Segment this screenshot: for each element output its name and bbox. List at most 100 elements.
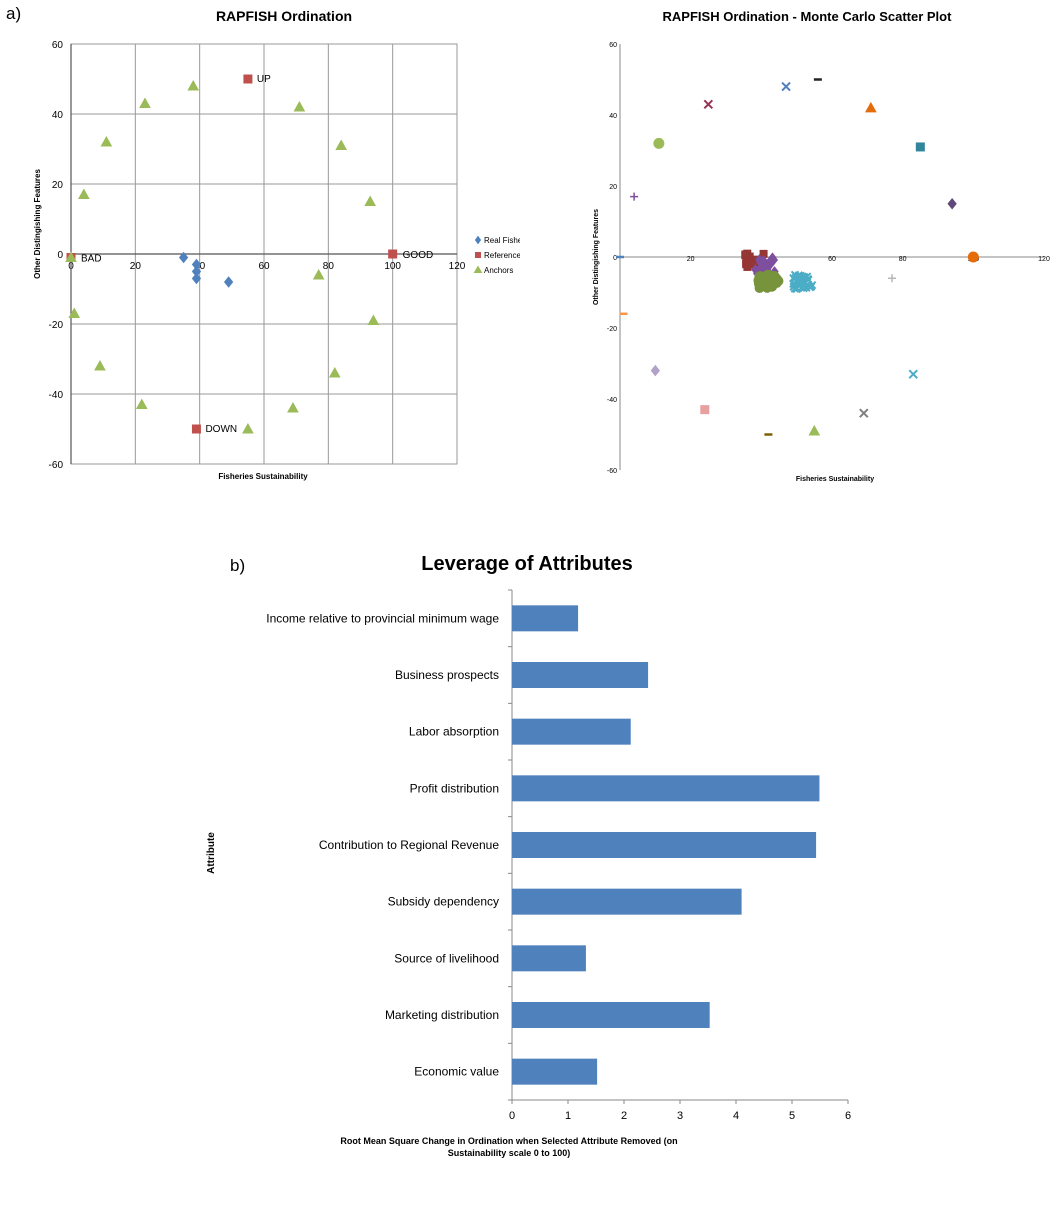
- y-tick-label: 20: [609, 184, 617, 191]
- x-axis-label: Root Mean Square Change in Ordination wh…: [340, 1136, 677, 1158]
- data-point-triangle: [367, 314, 380, 325]
- data-point-square: [388, 249, 398, 259]
- leverage-bar-chart: 0 1 2 3 4 5 6 Income relative to provincial min…: [206, 553, 851, 1158]
- mc-point-circle: [653, 137, 665, 149]
- data-point-diamond: [223, 276, 234, 288]
- category-label: Profit distribution: [410, 781, 499, 795]
- mc-point-triangle: [865, 101, 877, 113]
- legend-marker: [475, 252, 481, 258]
- mc-point-triangle: [808, 424, 821, 436]
- category-label: Subsidy dependency: [388, 895, 499, 909]
- legend-label: References: [484, 251, 520, 260]
- data-point-triangle: [139, 97, 151, 108]
- x-tick-label: 4: [733, 1110, 739, 1122]
- data-point-triangle: [100, 135, 113, 147]
- data-point-triangle: [78, 188, 90, 199]
- chart-title: Leverage of Attributes: [421, 553, 633, 575]
- category-label: Marketing distribution: [385, 1008, 499, 1022]
- mc-cluster-point: [771, 273, 782, 284]
- y-tick-label: -20: [49, 320, 64, 331]
- x-axis-label: Fisheries Sustainability: [796, 476, 874, 483]
- y-tick-label: 0: [57, 250, 63, 261]
- x-tick-label: 2: [621, 1110, 627, 1122]
- data-point-triangle: [287, 401, 299, 413]
- data-point-triangle: [242, 422, 254, 434]
- mc-cluster-point: [741, 250, 750, 259]
- chart-title: RAPFISH Ordination: [216, 8, 352, 24]
- x-axis-label: Fisheries Sustainability: [218, 472, 308, 481]
- y-tick-label: 40: [609, 113, 617, 120]
- data-point-square: [243, 74, 253, 84]
- category-label: Economic value: [414, 1065, 499, 1079]
- annotation-label: GOOD: [403, 250, 434, 261]
- annotation-label: UP: [257, 74, 271, 85]
- bar-7: [512, 1002, 710, 1028]
- category-label: Source of livelihood: [394, 951, 499, 965]
- category-label: Contribution to Regional Revenue: [319, 838, 499, 852]
- data-point-triangle: [94, 359, 106, 371]
- y-tick-label: -60: [607, 468, 617, 475]
- data-point-diamond: [178, 251, 189, 264]
- y-tick-label: 0: [613, 255, 617, 262]
- data-point-triangle: [68, 307, 81, 318]
- panel-label-a: a): [6, 4, 22, 23]
- category-label: Business prospects: [395, 668, 499, 682]
- data-point-triangle: [293, 100, 306, 112]
- y-tick-label: 60: [609, 42, 617, 49]
- mc-point-diamond: [650, 364, 660, 377]
- y-tick-label: 40: [52, 110, 64, 121]
- x-tick-label: 40: [194, 261, 206, 272]
- data-point-square: [191, 424, 201, 434]
- x-tick-label: 60: [828, 256, 836, 263]
- mc-cluster-point: [753, 278, 764, 289]
- mc-cluster-point: [794, 279, 804, 289]
- mc-point-x: [703, 99, 714, 110]
- y-axis-label: Other Distingishing Features: [593, 209, 600, 305]
- x-tick-label: 6: [845, 1110, 851, 1122]
- y-axis-label: Other Distingishing Features: [33, 169, 42, 279]
- y-tick-label: -60: [49, 460, 64, 471]
- x-tick-label: 5: [789, 1110, 795, 1122]
- legend-label: Anchors: [484, 266, 513, 275]
- annotation-label: BAD: [81, 254, 102, 265]
- bar-3: [512, 775, 820, 802]
- data-point-triangle: [328, 366, 341, 378]
- y-tick-label: -40: [49, 390, 64, 401]
- mc-point-circle: [967, 251, 979, 263]
- data-point-triangle: [135, 398, 148, 409]
- data-point-diamond: [191, 272, 202, 285]
- y-axis-label: Attribute: [206, 832, 217, 874]
- bar-5: [512, 888, 742, 915]
- bar-6: [512, 945, 586, 972]
- data-point-triangle: [364, 195, 376, 206]
- bar-8: [512, 1058, 598, 1085]
- mc-point-plus: [630, 192, 639, 201]
- mc-cluster-point: [764, 257, 773, 268]
- x-tick-label: 0: [509, 1110, 515, 1122]
- x-tick-label: 1: [565, 1110, 571, 1122]
- mc-point-x: [781, 81, 791, 92]
- mc-cluster-point: [796, 271, 805, 280]
- mc-cluster-point: [767, 281, 778, 292]
- mc-point-plus: [888, 274, 897, 283]
- x-tick-label: 100: [384, 261, 401, 272]
- annotation-label: DOWN: [205, 424, 237, 435]
- category-label: Income relative to provincial minimum wa…: [266, 611, 499, 625]
- y-tick-label: -40: [607, 397, 617, 404]
- mc-cluster-point: [804, 275, 813, 285]
- bar-0: [512, 605, 579, 632]
- legend-marker: [473, 265, 483, 273]
- mc-cluster-point: [747, 258, 756, 267]
- mc-point-x: [859, 408, 869, 418]
- x-tick-label: 120: [1038, 256, 1050, 263]
- mc-point-diamond: [947, 197, 957, 210]
- panel-label-b: b): [230, 556, 246, 575]
- x-tick-label: 80: [323, 261, 335, 272]
- bar-2: [512, 718, 631, 745]
- mc-point-square: [915, 142, 925, 152]
- x-tick-label: 120: [449, 261, 466, 272]
- bar-1: [512, 662, 649, 688]
- x-tick-label: 20: [130, 261, 142, 272]
